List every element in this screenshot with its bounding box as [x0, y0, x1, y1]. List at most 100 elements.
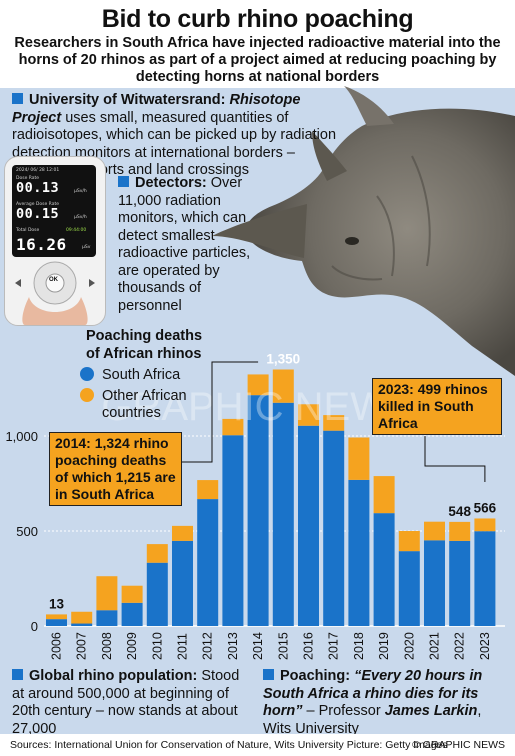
device-date: 2024/ 06/ 28 12:01: [16, 168, 60, 173]
bar-other-countries: [298, 404, 319, 426]
bar-south-africa: [398, 551, 420, 626]
bar-south-africa: [323, 430, 345, 626]
bar-other-countries: [449, 521, 471, 541]
device-time: 09:44:00: [66, 228, 87, 233]
ok-button: [45, 273, 65, 293]
info-detectors: Detectors: Over 11,000 radiation monitor…: [118, 175, 258, 315]
bar-other-countries: [474, 518, 496, 532]
watermark: GRAPHIC NEWS: [101, 385, 414, 429]
rhino-photo: [212, 86, 515, 376]
device-total: 16.26: [16, 235, 67, 254]
footer: [0, 734, 515, 756]
device-dose-rate-label: Dose Rate: [16, 176, 40, 181]
legend-other: Other African countries: [80, 388, 202, 422]
y-tick-label: 0: [31, 619, 38, 634]
bar-other-countries: [373, 476, 395, 514]
bar-other-countries: [348, 437, 370, 480]
device-dose-rate: 00.13: [16, 180, 60, 196]
device-avg-label: Average Dose Rate: [16, 202, 59, 207]
bar-other-countries: [197, 480, 219, 500]
callout-2023-leader: [424, 436, 486, 482]
legend-swatch-other: [80, 388, 94, 402]
sources-text: Sources: International Union for Conserv…: [10, 739, 448, 751]
bar-south-africa: [272, 402, 294, 626]
callout-2014-leader: [182, 361, 259, 463]
rhino-front-horn: [212, 204, 307, 258]
bullet-square-icon: [263, 669, 274, 680]
bar-south-africa: [424, 540, 445, 626]
bar-south-africa: [373, 513, 395, 626]
x-tick-label: 2010: [150, 632, 164, 660]
bar-other-countries: [247, 374, 269, 396]
x-tick-label: 2013: [226, 632, 240, 660]
x-tick-label: 2015: [276, 632, 290, 660]
bar-other-countries: [424, 521, 445, 541]
bar-south-africa: [449, 540, 471, 626]
legend-south-africa: South Africa: [80, 367, 180, 384]
bar-south-africa: [247, 395, 269, 626]
data-label: 548: [448, 504, 471, 519]
legend-swatch-south-africa: [80, 367, 94, 381]
hand-icon: [22, 297, 88, 325]
rhino-ear: [344, 86, 394, 126]
bar-south-africa: [474, 531, 496, 626]
bullet-square-icon: [12, 93, 23, 104]
x-tick-label: 2014: [251, 632, 265, 660]
bar-other-countries: [272, 369, 294, 403]
bar-south-africa: [222, 435, 244, 626]
device-controls: [15, 261, 95, 325]
bar-other-countries: [172, 525, 193, 541]
y-tick-label: 500: [16, 524, 38, 539]
bar-south-africa: [146, 562, 168, 626]
credit-text: © GRAPHIC NEWS: [412, 739, 505, 751]
page-subtitle: Researchers in South Africa have injecte…: [14, 35, 501, 85]
rhino-body: [245, 108, 515, 376]
x-tick-label: 2009: [125, 632, 139, 660]
x-tick-label: 2008: [100, 632, 114, 660]
bar-other-countries: [222, 418, 244, 436]
x-tick-label: 2011: [176, 633, 190, 660]
info2-text: Over 11,000 radiation monitors, which ca…: [118, 175, 251, 314]
rhino-rear-horn: [312, 131, 347, 181]
info4-quote: “Every 20 hours in South Africa a rhino …: [263, 668, 483, 719]
callout-2023: 2023: 499 rhinos killed in South Africa: [372, 378, 502, 435]
device-unit-1: µSv/h: [74, 189, 87, 194]
info3-bold: Global rhino population:: [29, 668, 198, 684]
bar-other-countries: [46, 614, 67, 620]
y-tick-label: 1,000: [5, 429, 38, 444]
radiation-detector-device: 2024/ 06/ 28 12:01 Dose Rate 00.13 µSv/h…: [4, 156, 106, 326]
info3-text: Stood at around 500,000 at beginning of …: [12, 668, 240, 737]
bullet-square-icon: [118, 176, 129, 187]
x-tick-label: 2006: [50, 632, 64, 660]
device-avg: 00.15: [16, 206, 60, 222]
bar-south-africa: [298, 425, 319, 626]
info2-bold: Detectors:: [135, 175, 207, 191]
bar-other-countries: [323, 415, 345, 431]
info4-affil: , Wits University: [263, 703, 482, 737]
bar-other-countries: [96, 576, 118, 611]
legend-label-south-africa: South Africa: [102, 367, 181, 383]
x-tick-label: 2016: [302, 632, 316, 660]
info4-text: – Professor: [306, 703, 381, 719]
x-tick-label: 2021: [428, 632, 442, 660]
legend-title: Poaching deaths of African rhinos: [86, 328, 203, 362]
bar-south-africa: [46, 619, 67, 626]
bar-other-countries: [121, 585, 143, 603]
data-label: 13: [49, 596, 65, 611]
x-tick-label: 2022: [453, 632, 467, 660]
detector-screen: 2024/ 06/ 28 12:01 Dose Rate 00.13 µSv/h…: [12, 165, 96, 257]
page-title: Bid to curb rhino poaching: [101, 5, 414, 33]
info4-name: James Larkin: [384, 703, 478, 719]
bar-south-africa: [172, 540, 193, 626]
bar-south-africa: [197, 499, 219, 626]
bar-south-africa: [96, 610, 118, 626]
header: Bid to curb rhino poaching Researchers i…: [0, 0, 515, 88]
bar-south-africa: [121, 602, 143, 626]
callout-2014: 2014: 1,324 rhino poaching deaths of whi…: [49, 432, 182, 506]
info4-bold: Poaching:: [280, 668, 351, 684]
legend-label-other: Other African countries: [102, 388, 187, 421]
x-tick-label: 2007: [75, 632, 89, 660]
device-unit-2: µSv/h: [74, 215, 87, 220]
info-global-population: Global rhino population: Stood at around…: [12, 668, 252, 738]
